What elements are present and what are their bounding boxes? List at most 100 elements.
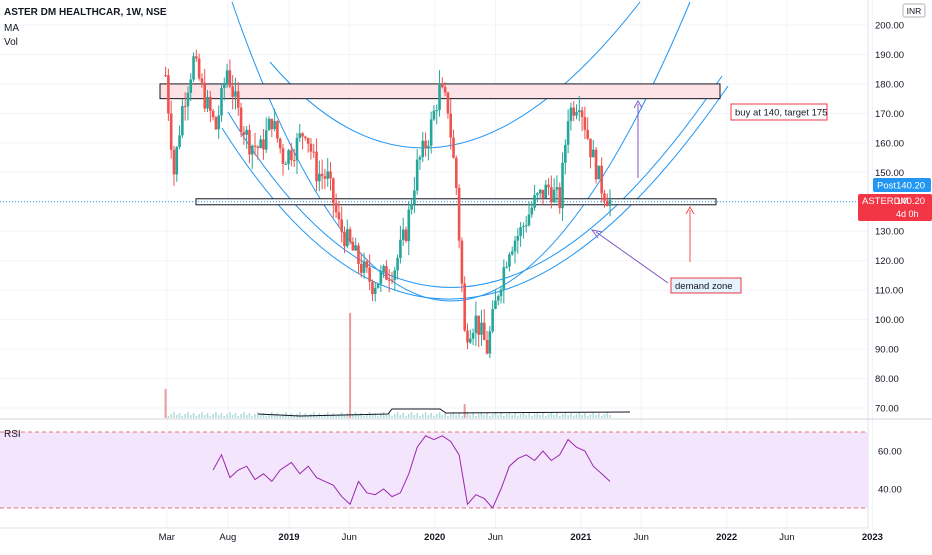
candle-body <box>343 231 346 247</box>
volume-bar <box>343 415 346 418</box>
volume-bar <box>558 416 561 418</box>
candle-body <box>312 151 316 153</box>
axes: 200.00 190.00 180.00 170.00 160.00 150.00 140.… <box>0 0 932 543</box>
candle-body <box>480 322 483 335</box>
candle-body <box>580 110 584 118</box>
candle-body <box>463 283 466 331</box>
candle-body <box>351 241 355 251</box>
candle-body <box>276 121 279 139</box>
candle-body <box>544 184 548 199</box>
volume-bar <box>265 416 268 418</box>
volume-bar <box>338 414 340 418</box>
candle-body <box>600 165 603 194</box>
volume-bar <box>567 415 569 418</box>
volume-bar <box>321 416 323 418</box>
volume-bar <box>399 415 402 418</box>
volume-bar <box>360 413 363 418</box>
lowest-arc-trendline <box>221 85 729 300</box>
candle-body <box>259 139 262 148</box>
volume-ma-line <box>257 408 631 417</box>
candle-body <box>452 137 455 158</box>
ma-indicator-label[interactable]: MA <box>4 23 19 34</box>
time-tick-label: Jun <box>634 532 649 543</box>
volume-bar <box>603 414 606 418</box>
candle-body <box>217 115 221 130</box>
candle-body <box>376 283 380 288</box>
time-tick-label: 2020 <box>424 532 445 543</box>
volume-bar <box>581 415 583 418</box>
candle-body <box>429 119 433 146</box>
volume-bar <box>556 413 558 418</box>
candle-body <box>404 229 408 241</box>
volume-bar <box>505 414 508 418</box>
volume-bar <box>184 414 186 418</box>
candle-body <box>169 113 173 150</box>
drawn-zones[interactable] <box>0 83 868 206</box>
candle-body <box>181 106 184 136</box>
volume-bar <box>550 412 553 418</box>
volume-bar <box>175 415 178 418</box>
candle-body <box>605 200 609 207</box>
time-tick-label: 2023 <box>862 532 883 543</box>
candle-body <box>519 227 522 236</box>
annotations[interactable]: buy at 140, target 175 demand zone <box>590 99 828 294</box>
candle-body <box>441 83 444 88</box>
volume-bar <box>407 414 410 418</box>
volume-bar <box>377 416 379 418</box>
candle-body <box>597 165 601 180</box>
volume-bar <box>500 413 502 418</box>
volume-bar <box>357 415 360 418</box>
volume-bar <box>385 415 388 418</box>
volume-bar <box>517 416 519 418</box>
volume-bar <box>427 415 430 418</box>
candle-body <box>387 279 391 281</box>
candle-body <box>438 83 441 111</box>
candle-body <box>396 257 399 271</box>
candle-body <box>508 254 511 267</box>
volume-bar <box>421 414 424 418</box>
volume-bar <box>245 415 248 418</box>
volume-bar <box>528 413 530 418</box>
candle-body <box>552 189 556 203</box>
volume-bar <box>391 416 393 418</box>
volume-bar <box>187 412 189 418</box>
candle-body <box>197 58 201 79</box>
price-tick-label: 200.00 <box>875 21 904 32</box>
price-tick-label: 120.00 <box>875 256 904 267</box>
candle-body <box>195 56 198 59</box>
candle-body <box>449 113 453 138</box>
demand-note-box <box>670 277 742 294</box>
rsi-indicator-label[interactable]: RSI <box>4 429 21 440</box>
candle-body <box>382 265 385 272</box>
volume-spike-bar <box>349 313 352 418</box>
volume-bar <box>480 412 483 418</box>
candle-body <box>256 146 260 148</box>
candle-body <box>558 187 562 209</box>
volume-bar <box>251 416 254 418</box>
volume-bar <box>259 415 262 418</box>
candle-body <box>245 129 248 135</box>
volume-bar <box>382 412 385 418</box>
volume-bar <box>410 412 413 418</box>
candle-body <box>390 279 394 281</box>
volume-bar <box>584 413 586 418</box>
volume-bar <box>486 413 488 418</box>
candle-body <box>357 245 360 265</box>
volume-bar <box>472 413 474 418</box>
volume-indicator-label[interactable]: Vol <box>4 37 18 48</box>
candle-body <box>541 189 545 199</box>
candle-body <box>424 140 427 149</box>
candle-body <box>292 160 296 162</box>
volume-bar <box>508 412 511 418</box>
candle-body <box>418 157 422 160</box>
demand-zone-arrow-head <box>590 229 603 239</box>
volume-spike-bar <box>463 404 466 418</box>
volume-bar <box>447 416 449 418</box>
volume-bar <box>606 412 609 418</box>
volume-bar <box>544 416 547 418</box>
volume-bar <box>195 416 198 418</box>
candle-body <box>371 281 374 295</box>
candle-body <box>586 129 589 139</box>
